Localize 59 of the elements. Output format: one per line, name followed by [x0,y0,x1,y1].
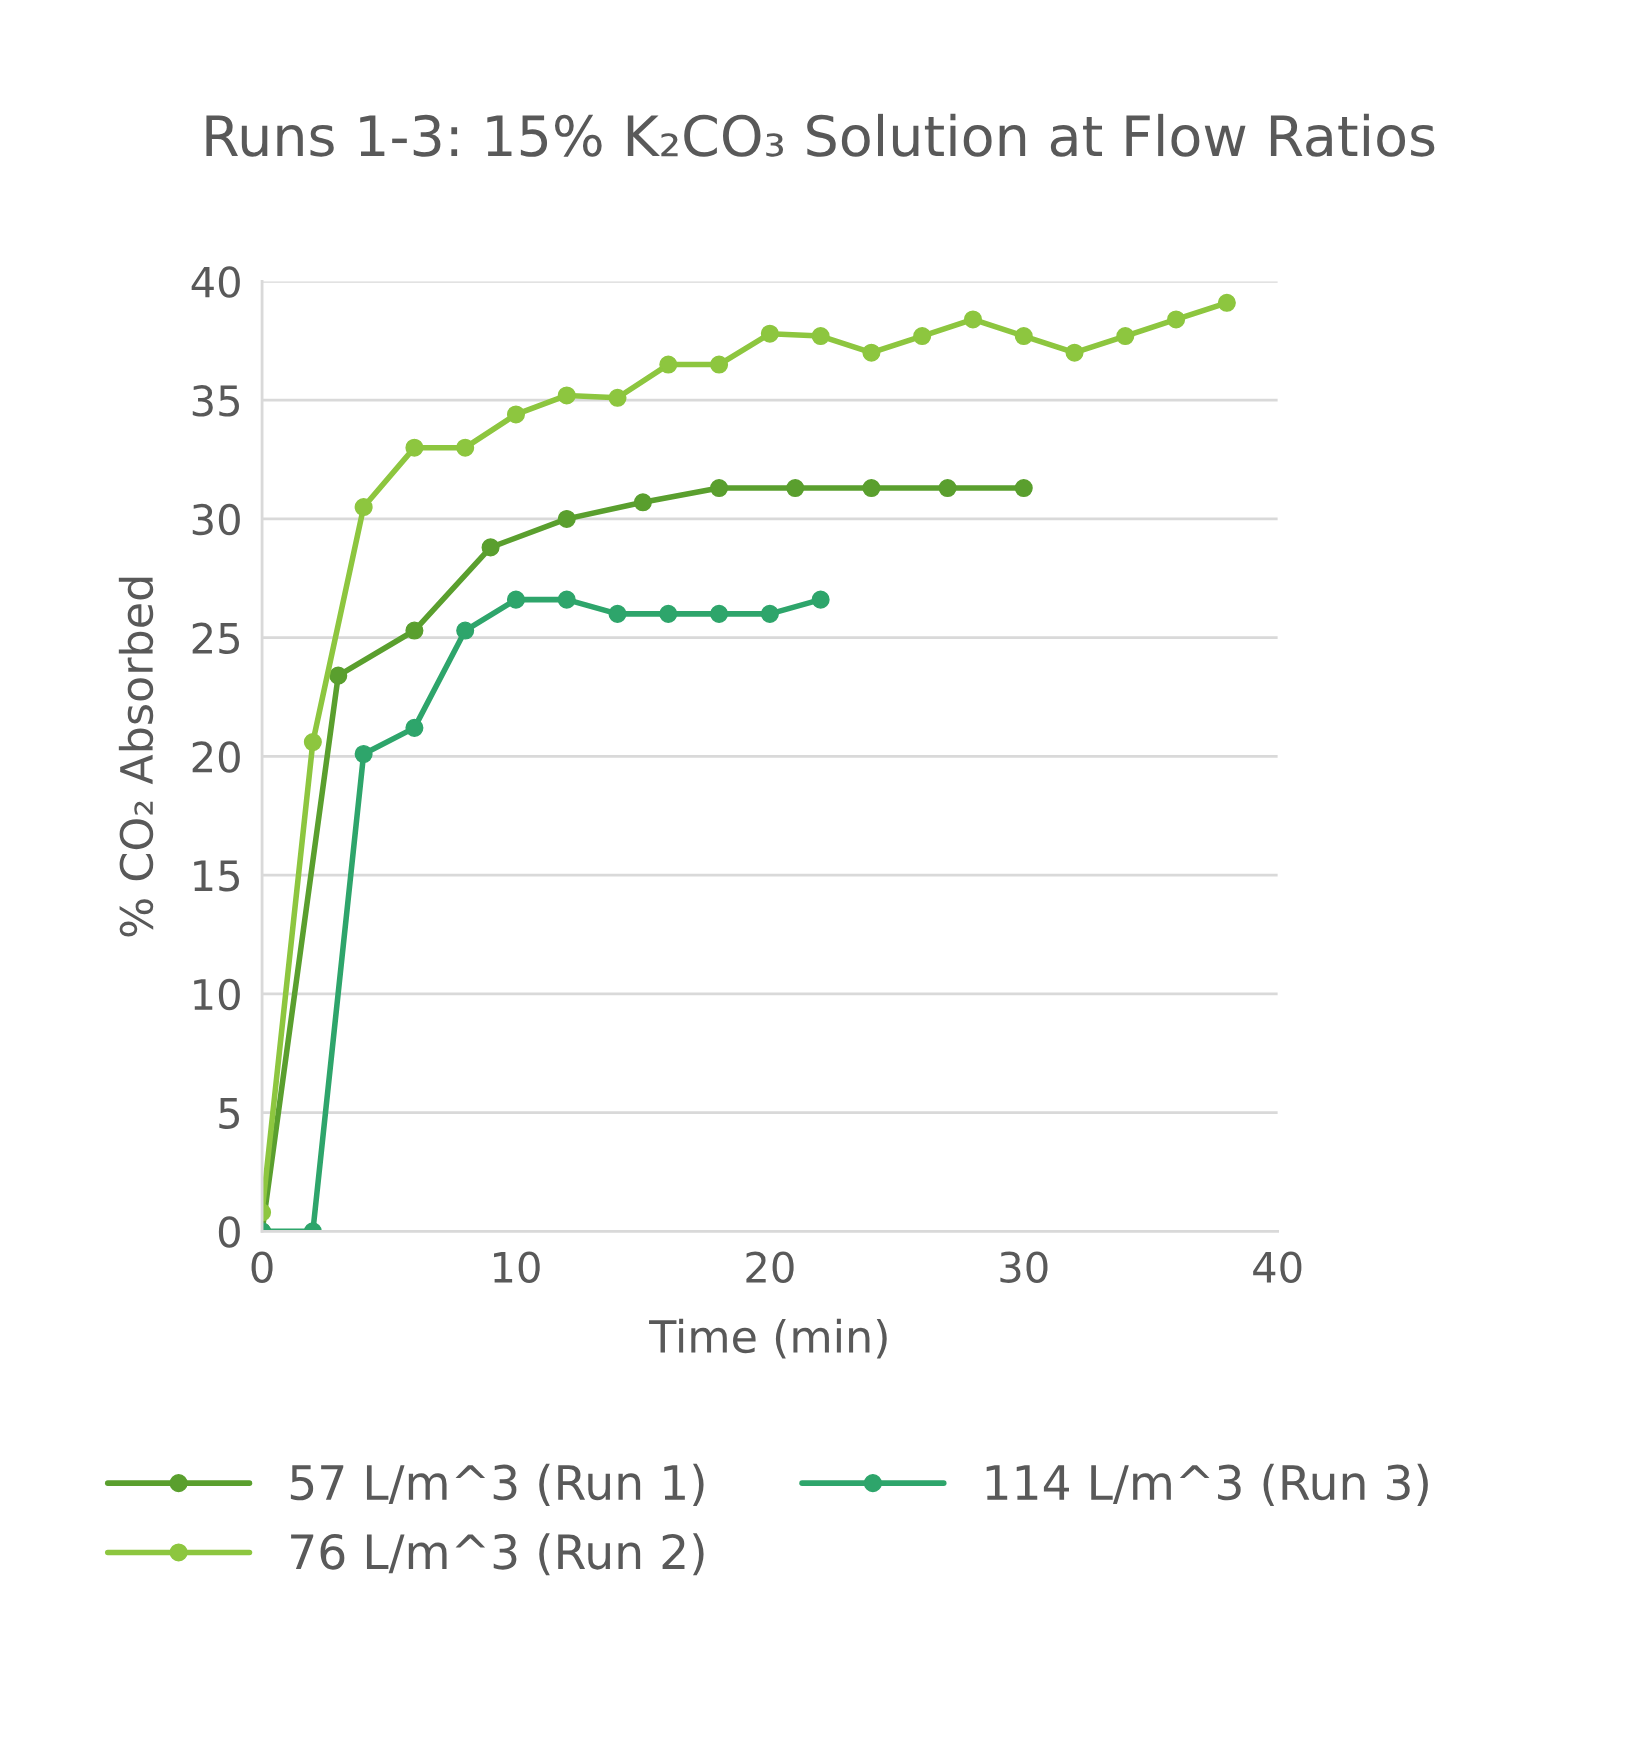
point [329,666,348,685]
point [963,310,983,329]
x-tick-label: 10 [494,1251,540,1283]
point [405,621,424,640]
point [608,388,627,407]
point [456,621,475,640]
x-tick-label: 40 [1253,1251,1302,1283]
y-tick-label: 5 [219,1098,239,1129]
point [659,355,678,374]
x-tick-label: 30 [1000,1251,1048,1283]
point [1167,310,1186,329]
y-tick-label: 20 [192,741,240,773]
y-tick-label: 40 [191,266,240,298]
point [1217,293,1236,312]
y-tick-label: 25 [192,622,239,655]
point [811,327,830,346]
point [760,604,779,623]
y-tick-label: 0 [218,1216,240,1248]
y-tick-label: 15 [194,860,239,892]
point [633,493,652,512]
point [760,324,779,343]
point [710,355,729,374]
point [1014,479,1033,498]
point [659,604,678,623]
point [405,718,424,737]
x-tick-label: 20 [746,1251,794,1283]
y-axis-title: % CO₂ Absorbed [118,577,154,937]
point [811,590,830,609]
y-tick-label: 10 [194,978,240,1011]
legend-label: 57 L/m^3 (Run 1) [290,1463,704,1506]
point [1065,343,1084,362]
point [456,438,475,457]
point [1116,327,1135,346]
point [557,509,576,528]
x-axis-title: Time (min) [649,1318,887,1359]
legend-label: 76 L/m^3 (Run 2) [291,1533,704,1576]
point [557,590,576,609]
point [1014,327,1033,346]
point [862,343,881,362]
point [938,479,957,498]
point [303,733,322,752]
point [506,405,525,424]
point [710,479,729,498]
point [354,498,373,517]
point [506,590,525,609]
x-tick-label: 0 [251,1251,273,1283]
point [913,327,932,346]
point [710,604,729,623]
chart-title: Runs 1-3: 15% K₂CO₃ Solution at Flow Ratios [206,113,1435,157]
point [481,538,500,557]
y-tick-label: 30 [192,503,240,536]
point [354,744,373,764]
point [786,479,805,498]
point [862,479,881,498]
legend-label: 114 L/m^3 (Run 3) [986,1463,1428,1506]
point [557,386,576,405]
point [608,604,627,623]
y-tick-label: 35 [192,385,239,417]
point [405,438,424,457]
